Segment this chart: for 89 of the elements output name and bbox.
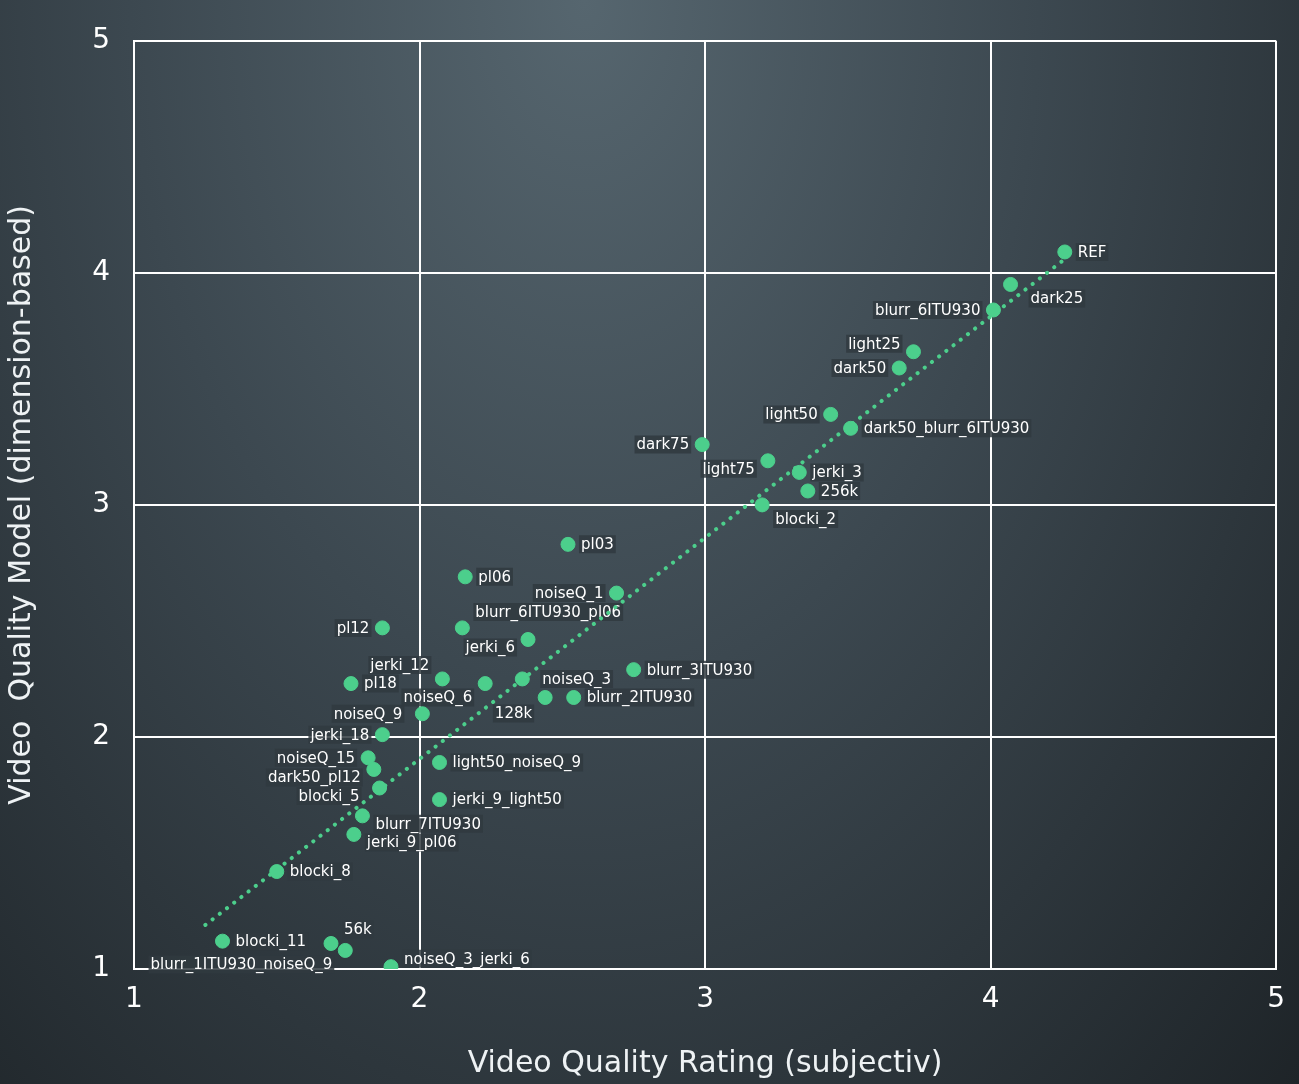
annotation: pl12 (336, 618, 370, 637)
annotation: noiseQ_9 (333, 704, 403, 724)
annotation: noiseQ_15 (276, 748, 356, 768)
annotation: dark50 (833, 358, 887, 377)
point (754, 497, 770, 513)
annotation: jerki_6 (464, 638, 516, 658)
annotation: pl03 (581, 535, 614, 554)
annotation: noiseQ_6 (403, 688, 473, 708)
y-tick-label: 2 (92, 718, 110, 752)
x-tick-label: 3 (696, 981, 714, 1015)
x-tick-label: 4 (981, 981, 1000, 1015)
annotation: dark50_pl12 (267, 768, 361, 788)
point (843, 420, 859, 436)
annotation: jerki_3 (811, 463, 862, 483)
point (760, 453, 776, 469)
point (985, 302, 1001, 318)
point (269, 864, 285, 880)
annotation: blurr_1ITU930_noiseQ_9 (150, 955, 333, 975)
point (1003, 276, 1019, 292)
annotation: noiseQ_3 (542, 669, 612, 689)
annotation: blocki_11 (235, 932, 307, 952)
point (372, 780, 388, 796)
point (337, 942, 353, 958)
point (323, 935, 339, 951)
point (609, 585, 625, 601)
point (454, 620, 470, 636)
annotation: noiseQ_3_jerki_6 (403, 949, 530, 969)
annotation: light50 (765, 405, 818, 424)
point (432, 754, 448, 770)
point (477, 676, 493, 692)
annotation: dark75 (636, 435, 690, 454)
annotation: dark25 (1030, 289, 1084, 308)
annotation: 56k (344, 920, 373, 939)
annotation: blurr_2ITU930 (586, 688, 693, 708)
point (694, 437, 710, 453)
annotation: blurr_6ITU930_pl06 (475, 602, 622, 622)
point (354, 808, 370, 824)
point (537, 690, 553, 705)
point (457, 569, 473, 585)
point (823, 406, 839, 422)
annotation: dark50_blurr_6ITU930 (863, 419, 1030, 439)
point (891, 360, 907, 376)
point (626, 662, 642, 678)
point (514, 671, 530, 687)
annotation: pl18 (364, 674, 397, 693)
point (800, 483, 816, 499)
annotation: jerki_9_light50 (451, 790, 562, 810)
annotation: light25 (848, 334, 901, 353)
point (905, 344, 921, 360)
annotation: jerki_12 (369, 655, 430, 675)
annotation: light50_noiseQ_9 (452, 753, 582, 773)
y-tick-label: 1 (92, 950, 110, 984)
point (432, 792, 448, 808)
annotation: pl06 (478, 567, 511, 586)
annotation: blurr_6ITU930 (874, 300, 981, 320)
point (414, 706, 430, 722)
annotation: REF (1077, 242, 1107, 261)
annotation: blurr_7ITU930 (375, 814, 481, 834)
x-tick-label: 2 (410, 981, 429, 1015)
point (791, 464, 807, 480)
x-axis-title: Video Quality Rating (subjectiv) (467, 1043, 943, 1079)
point (520, 631, 536, 647)
y-axis-title: Video Quality Model (dimension-based) (1, 205, 37, 805)
point (343, 676, 359, 692)
annotation: blocki_2 (775, 509, 837, 529)
point (374, 727, 390, 743)
point (434, 671, 450, 687)
point (366, 761, 382, 777)
annotation: 128k (494, 704, 533, 723)
x-tick-label: 1 (125, 981, 143, 1015)
annotation: noiseQ_1 (534, 583, 604, 603)
y-tick-label: 3 (92, 486, 110, 520)
annotation: blocki_5 (298, 786, 360, 806)
point (374, 620, 390, 636)
point (566, 690, 582, 705)
point (346, 826, 362, 842)
annotation: light75 (702, 459, 755, 478)
x-tick-label: 5 (1267, 981, 1286, 1015)
annotation: jerki_9_pl06 (365, 833, 457, 853)
point (560, 536, 576, 552)
annotation: blurr_3ITU930 (646, 660, 753, 680)
y-tick-label: 5 (92, 22, 110, 56)
annotation: blocki_8 (289, 862, 351, 882)
point (360, 750, 376, 766)
annotation: 256k (820, 481, 859, 500)
y-tick-label: 4 (92, 254, 110, 288)
point (215, 933, 231, 949)
annotation: jerki_18 (309, 725, 370, 745)
point (1057, 244, 1073, 260)
